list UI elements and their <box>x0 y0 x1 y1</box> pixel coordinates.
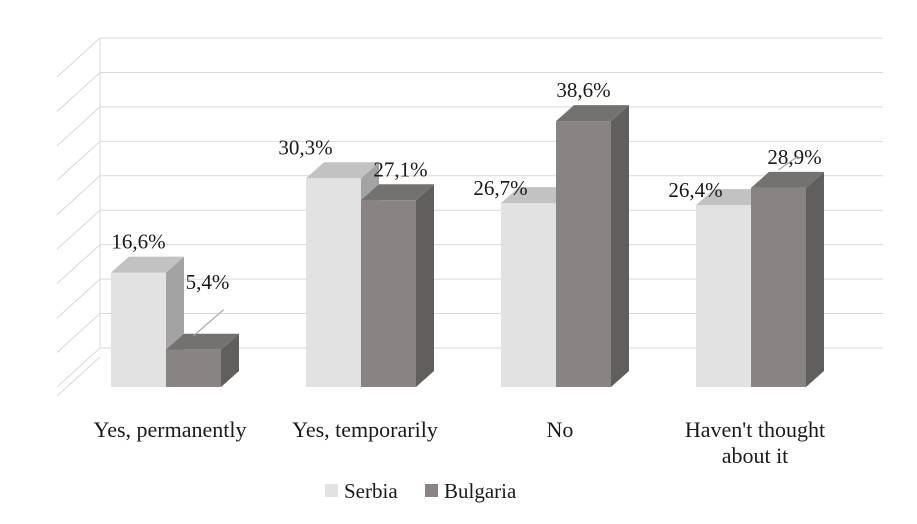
bar-top <box>501 187 574 204</box>
bar-front <box>111 272 166 387</box>
leader-line <box>778 155 799 171</box>
bar-top <box>696 189 769 206</box>
category-labels: Yes, permanently Yes, temporarily No Haven'… <box>94 417 826 468</box>
gridline-side <box>56 209 101 250</box>
data-label: 38,6% <box>556 78 610 102</box>
bar-side <box>611 105 629 387</box>
bar-front <box>166 349 221 387</box>
bar-front <box>696 205 751 387</box>
floor-edge <box>56 356 101 397</box>
bar-front <box>306 178 361 387</box>
gridline-side <box>56 37 101 78</box>
bars <box>111 105 824 387</box>
legend-label: Bulgaria <box>444 479 517 503</box>
chart-walls <box>56 37 883 397</box>
bar-side <box>806 171 824 387</box>
bar-top <box>166 333 239 350</box>
data-labels: 16,6% 5,4% 30,3% 27,1% 26,7% 38,6% 26,4% 28,9% <box>111 78 822 337</box>
bar-front <box>501 203 556 387</box>
gridline-side <box>56 140 101 181</box>
bar-side <box>221 333 239 387</box>
category-label: Yes, temporarily <box>292 417 438 442</box>
legend: Serbia Bulgaria <box>325 479 517 503</box>
gridline-side <box>56 72 101 112</box>
bar-front <box>751 187 806 387</box>
bar-top <box>306 162 379 179</box>
bar-side <box>416 184 434 387</box>
category-label: Yes, permanently <box>94 417 247 442</box>
category-label: No <box>547 417 574 442</box>
data-label: 27,1% <box>373 157 427 181</box>
data-label: 28,9% <box>767 145 821 169</box>
bar-top <box>111 256 184 273</box>
data-label: 26,7% <box>473 176 527 200</box>
gridline-side <box>56 175 101 216</box>
data-label: 16,6% <box>111 230 165 254</box>
bar-top <box>751 171 824 188</box>
category-label: Haven't thought about it <box>685 417 825 468</box>
data-label: 30,3% <box>278 135 332 159</box>
data-label: 5,4% <box>186 270 230 294</box>
legend-label: Serbia <box>344 479 398 503</box>
gridline-side <box>56 106 101 147</box>
gridline-side <box>56 347 101 388</box>
data-label: 26,4% <box>668 178 722 202</box>
bar-top <box>361 184 434 201</box>
bar-front <box>556 121 611 387</box>
leader-line <box>193 309 224 337</box>
legend-swatch <box>325 484 338 497</box>
gridline-side <box>56 313 101 353</box>
gridline-side <box>56 278 101 319</box>
bar-front <box>361 200 416 387</box>
bar-top <box>556 105 629 122</box>
gridline-side <box>56 244 101 285</box>
legend-swatch <box>425 484 438 497</box>
